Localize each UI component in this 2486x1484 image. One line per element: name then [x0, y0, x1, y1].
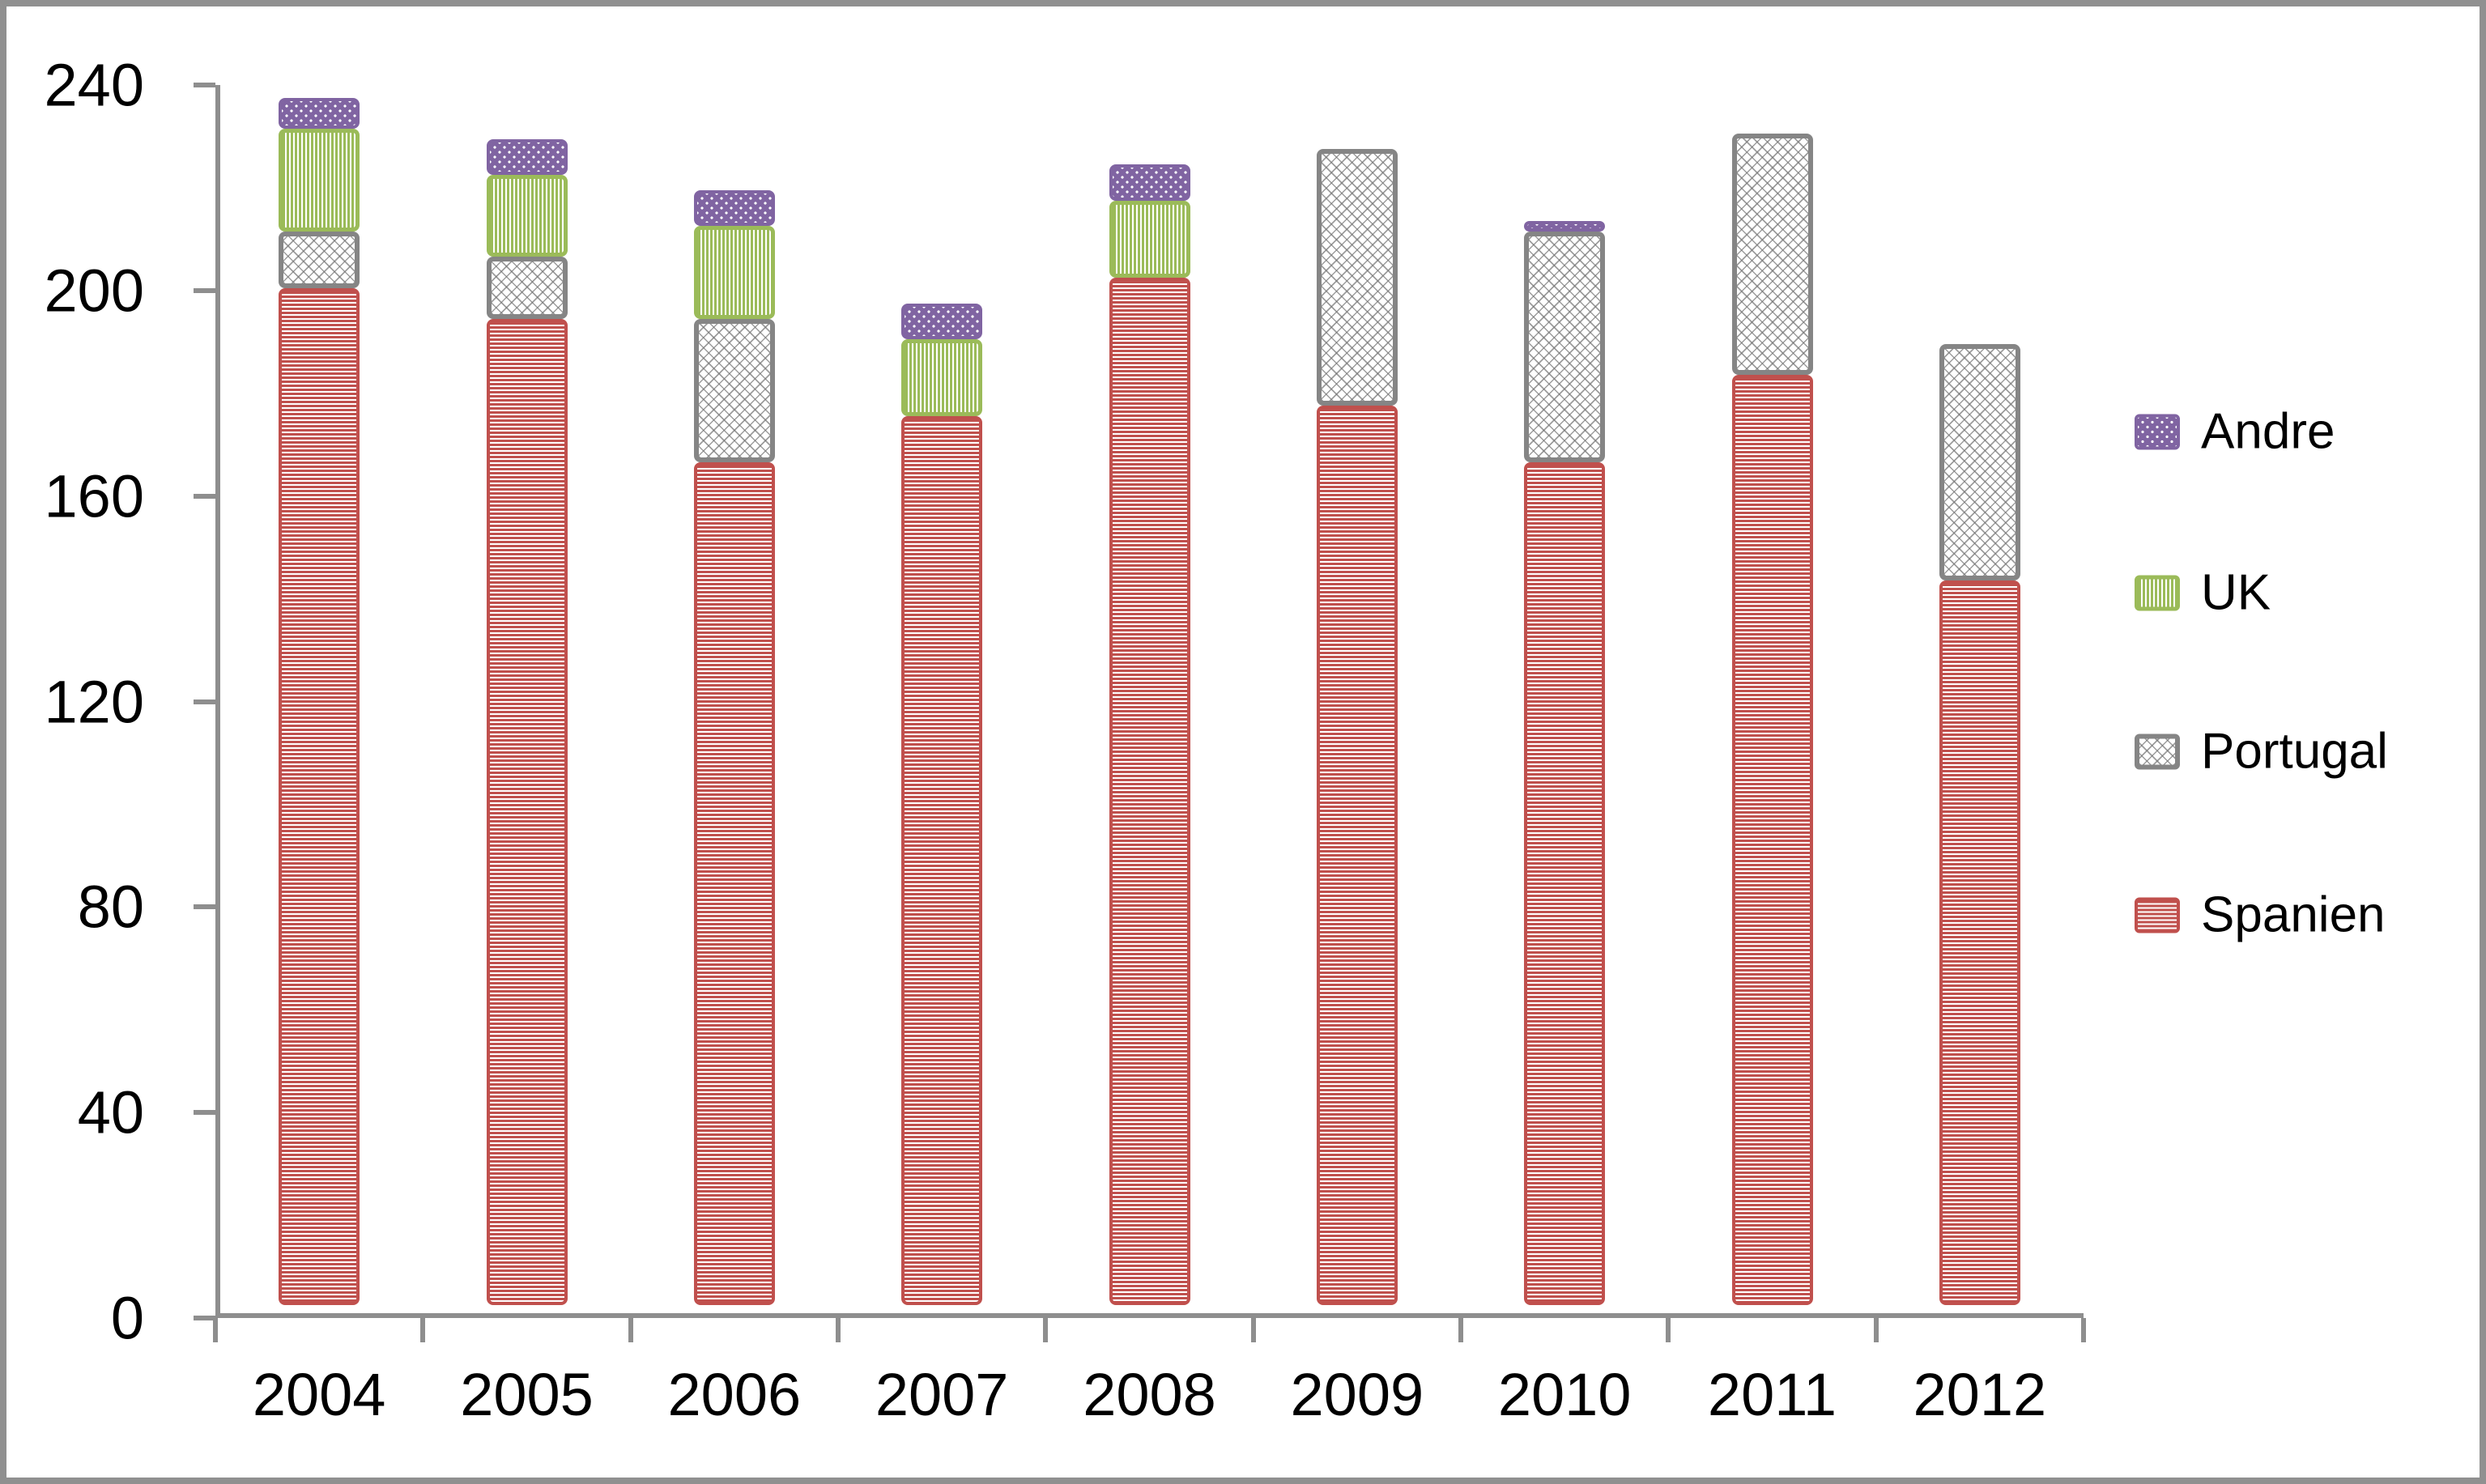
- bar-segment-spanien-2009: [1316, 406, 1398, 1305]
- y-axis-label: 0: [110, 1284, 144, 1352]
- bar-2005: [486, 138, 568, 1305]
- bar-segment-uk-2006: [693, 226, 775, 319]
- legend-label: UK: [2201, 564, 2271, 621]
- legend-swatch-portugal: [2135, 733, 2180, 769]
- bar-segment-andre-2006: [693, 190, 775, 227]
- x-axis-tick: [836, 1318, 841, 1342]
- legend-item-spanien: Spanien: [2135, 887, 2386, 944]
- x-axis-label: 2008: [1083, 1361, 1216, 1428]
- bar-segment-portugal-2012: [1939, 344, 2020, 581]
- bar-2008: [1109, 164, 1190, 1305]
- y-axis-label: 80: [77, 873, 144, 941]
- bar-2006: [693, 190, 775, 1305]
- bar-segment-andre-2004: [279, 97, 360, 129]
- x-axis-label: 2007: [875, 1361, 1009, 1428]
- y-axis-tick: [194, 699, 215, 704]
- bar-2012: [1939, 344, 2020, 1305]
- legend-swatch-andre: [2135, 414, 2180, 449]
- bar-2004: [279, 97, 360, 1305]
- bar-segment-andre-2010: [1524, 221, 1606, 232]
- legend-swatch-spanien: [2135, 897, 2180, 933]
- bar-segment-portugal-2011: [1731, 134, 1813, 376]
- bar-segment-portugal-2009: [1316, 149, 1398, 406]
- x-axis-tick: [2081, 1318, 2086, 1342]
- legend-item-uk: UK: [2135, 564, 2271, 622]
- bar-segment-andre-2007: [901, 303, 983, 339]
- bar-segment-spanien-2005: [486, 318, 568, 1305]
- bar-segment-portugal-2006: [693, 318, 775, 463]
- y-axis-label: 200: [44, 257, 144, 325]
- legend-label: Andre: [2201, 403, 2335, 460]
- legend-item-andre: Andre: [2135, 403, 2335, 461]
- y-axis-label: 120: [44, 668, 144, 735]
- bar-segment-portugal-2010: [1524, 231, 1606, 463]
- bar-segment-spanien-2011: [1731, 375, 1813, 1305]
- bar-segment-uk-2004: [279, 128, 360, 232]
- x-axis-tick: [213, 1318, 218, 1342]
- y-axis-label: 40: [77, 1078, 144, 1146]
- y-axis-tick: [194, 83, 215, 87]
- bar-segment-andre-2005: [486, 138, 568, 175]
- x-axis-label: 2006: [667, 1361, 802, 1428]
- y-axis-tick: [194, 904, 215, 910]
- legend-label: Portugal: [2201, 723, 2388, 780]
- bar-segment-uk-2007: [901, 338, 983, 417]
- bar-segment-spanien-2004: [279, 287, 360, 1305]
- bar-segment-portugal-2004: [279, 231, 360, 288]
- y-axis-tick: [194, 493, 215, 499]
- x-axis-label: 2004: [252, 1361, 386, 1428]
- x-axis-tick: [1873, 1318, 1879, 1342]
- y-axis-tick: [194, 287, 215, 293]
- y-axis-label: 160: [44, 462, 144, 530]
- bar-2007: [901, 303, 983, 1305]
- bar-segment-spanien-2007: [901, 416, 983, 1305]
- legend-item-portugal: Portugal: [2135, 723, 2388, 780]
- bar-segment-uk-2005: [486, 174, 568, 257]
- x-axis-tick: [628, 1318, 633, 1342]
- legend-label: Spanien: [2201, 887, 2386, 943]
- x-axis-label: 2005: [460, 1361, 594, 1428]
- x-axis-label: 2011: [1707, 1361, 1837, 1428]
- bar-segment-portugal-2005: [486, 257, 568, 319]
- bar-2011: [1731, 134, 1813, 1305]
- bar-2009: [1316, 149, 1398, 1305]
- legend-swatch-uk: [2135, 575, 2180, 610]
- x-axis-label: 2010: [1497, 1361, 1632, 1428]
- bar-2010: [1524, 221, 1606, 1305]
- x-axis-tick: [1250, 1318, 1256, 1342]
- x-axis-label: 2009: [1290, 1361, 1424, 1428]
- x-axis-label: 2012: [1913, 1361, 2047, 1428]
- bar-segment-spanien-2010: [1524, 462, 1606, 1305]
- bar-segment-spanien-2012: [1939, 580, 2020, 1305]
- x-axis-tick: [1043, 1318, 1049, 1342]
- x-axis-tick: [1458, 1318, 1463, 1342]
- x-axis-tick: [1666, 1318, 1671, 1342]
- bar-segment-spanien-2006: [693, 462, 775, 1305]
- x-axis-tick: [420, 1318, 426, 1342]
- bar-segment-uk-2008: [1109, 200, 1190, 278]
- y-axis-label: 240: [44, 51, 144, 119]
- bar-segment-spanien-2008: [1109, 277, 1190, 1305]
- bar-segment-andre-2008: [1109, 164, 1190, 201]
- y-axis-tick: [194, 1110, 215, 1116]
- y-axis-tick: [194, 1316, 215, 1320]
